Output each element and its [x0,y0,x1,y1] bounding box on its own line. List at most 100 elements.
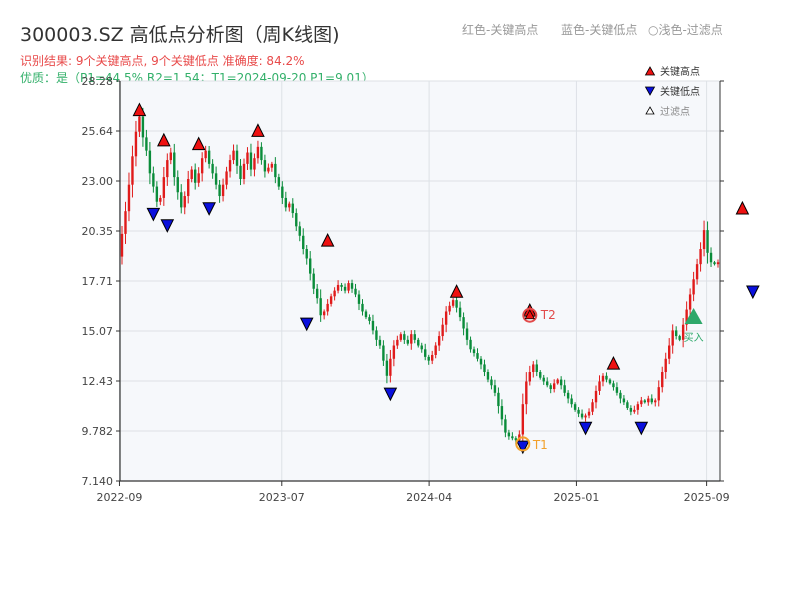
candle-body [483,364,486,373]
candle-body [166,160,169,178]
candle-body [333,290,336,297]
top-legend-high: 红色-关键高点 [462,23,539,37]
candle-body [424,349,427,357]
key-low-marker [516,440,530,455]
candle-body [127,184,131,212]
key-high-marker [320,233,335,247]
candle-body [507,432,511,437]
candle-body [448,305,451,312]
candle-body [312,273,315,289]
candle-body [417,339,420,346]
candle-body [504,419,507,433]
candle-body [152,173,155,187]
key-low-marker [634,421,649,436]
candle-body [340,284,343,287]
candle-body [570,398,573,405]
y-tick-label: 15.07 [82,325,114,338]
candle-body [514,438,518,441]
candle-body [664,358,667,373]
top-legend-filtered: ○浅色-过滤点 [648,23,723,37]
candle-body [357,294,361,304]
candle-body [235,150,239,166]
candle-body [706,230,709,253]
candle-body [162,177,166,198]
candle-body [636,404,640,410]
candle-body [368,317,371,321]
candle-body [671,330,674,346]
candle-body [413,334,416,340]
candle-body [242,163,246,180]
candle-body [239,165,242,180]
candle-body [214,173,218,185]
candle-body [685,309,688,325]
candle-body [218,184,221,197]
candle-body [469,339,472,350]
candle-body [692,279,695,295]
candle-body [539,372,542,378]
candle-body [661,372,664,388]
candle-body [396,339,399,346]
key-high-marker [157,132,171,147]
candle-body [267,167,270,172]
candle-body [458,307,462,318]
x-tick-label: 2025-09 [684,491,730,504]
candle-body [591,402,594,412]
candle-body [131,156,134,185]
candle-body [392,345,396,359]
candle-body [277,177,281,187]
candle-body [493,385,497,393]
candle-body [444,311,448,325]
t2-circle [522,307,538,323]
candle-body [500,406,504,420]
candle-body [371,320,375,331]
x-tick-label: 2024-04 [406,491,452,504]
candle-body [361,303,364,312]
candle-body [608,379,612,384]
candle-body [441,324,444,337]
candle-body [654,400,657,403]
candle-body [549,385,552,390]
x-tick-label: 2022-09 [96,491,142,504]
legend-filtered-label: 过滤点 [660,105,690,118]
candle-body [326,303,329,312]
candle-body [295,213,298,227]
candle-body [260,146,263,161]
t1-label: T1 [532,438,548,452]
candle-body [580,413,584,418]
candle-body [451,300,455,306]
candle-body [410,334,413,344]
y-tick-label: 17.71 [82,275,114,288]
candle-body [702,230,706,250]
y-tick-label: 12.43 [82,375,114,388]
key-low-marker [202,202,216,216]
candle-body [187,179,190,197]
candle-body [375,330,378,340]
legend-high-label: 关键高点 [660,65,700,78]
candle-body [232,150,235,161]
candle-body [211,163,214,174]
candle-body [315,288,319,299]
candle-body [584,415,587,418]
candle-body [434,345,437,355]
candle-body [382,345,385,361]
key-high-marker [191,136,206,151]
candle-body [647,398,650,403]
y-tick-label: 7.140 [82,475,114,488]
key-high-marker [606,356,621,370]
candle-body [124,211,127,234]
legend: 关键高点 关键低点 过滤点 [644,65,700,118]
candle-body [288,203,291,208]
candle-body [640,400,643,405]
candle-body [619,392,622,399]
candle-body [486,372,490,380]
candle-body [674,330,678,337]
candle-body [612,383,615,388]
candle-body [497,392,500,407]
candle-body [462,317,465,329]
candle-body [256,146,260,159]
y-tick-label: 9.782 [82,425,114,438]
candle-body [249,152,253,170]
buy-label: 买入 [684,332,704,344]
candle-body [511,436,514,439]
